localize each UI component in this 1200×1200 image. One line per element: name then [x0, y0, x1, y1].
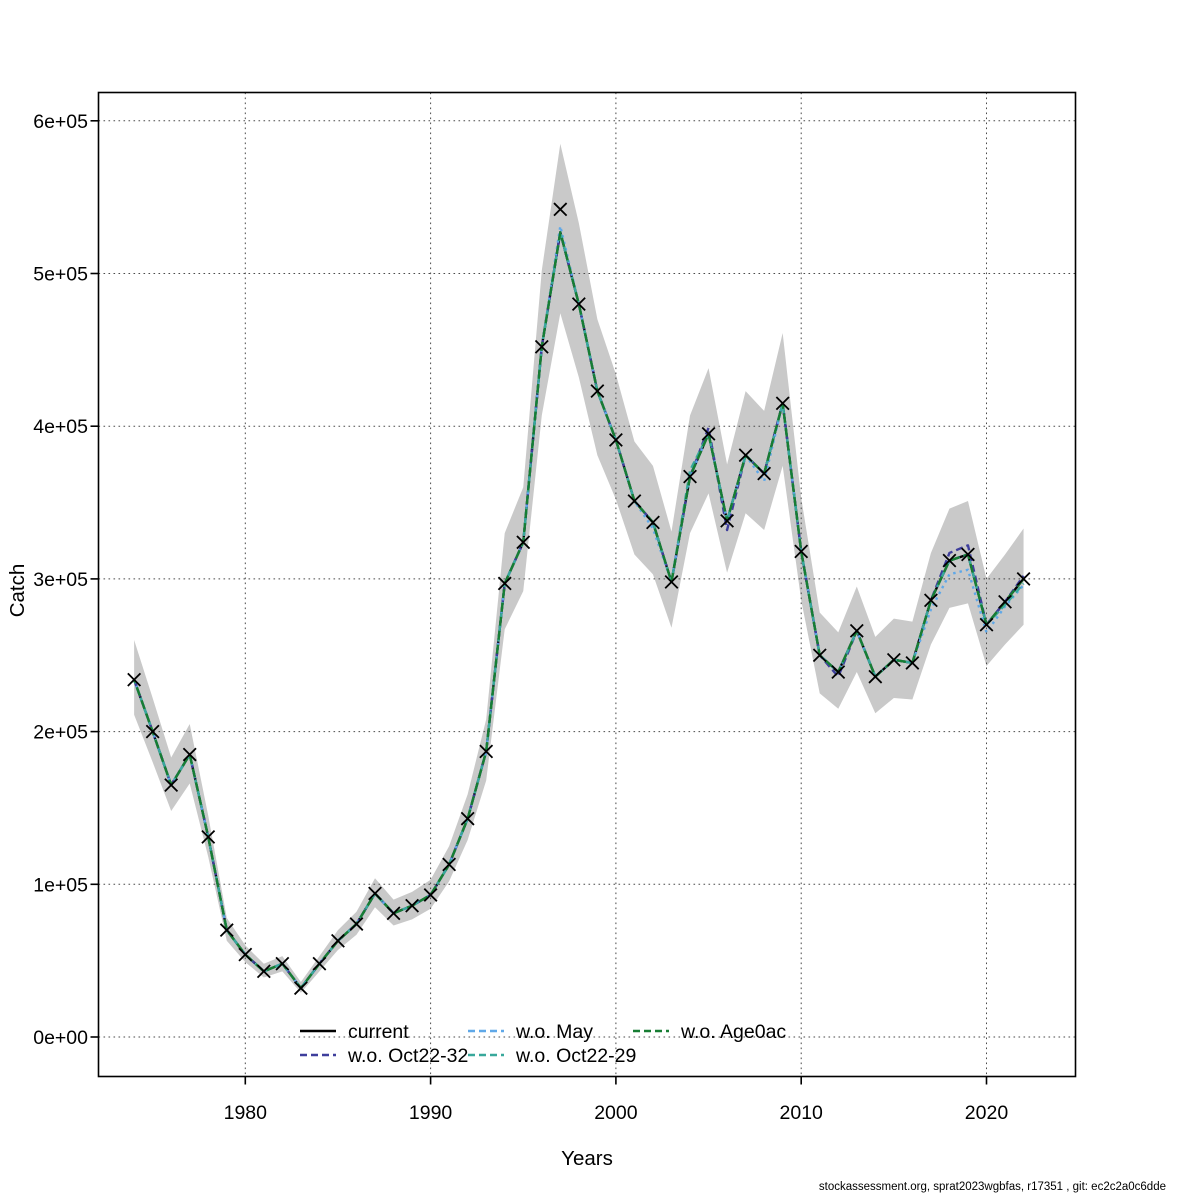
- observed-catch-marker: [608, 433, 623, 447]
- observed-catch-marker: [627, 494, 642, 508]
- x-tick-label: 2000: [594, 1102, 638, 1124]
- observed-catch-marker: [942, 553, 957, 568]
- observed-catch-marker: [868, 669, 883, 684]
- legend-label-current: current: [348, 1021, 409, 1043]
- y-tick-label: 2e+05: [33, 722, 88, 744]
- observed-catch-marker: [145, 724, 160, 739]
- observed-catch-marker: [571, 297, 586, 311]
- observed-catch-marker: [423, 888, 438, 902]
- legend-label-w-o-age0ac: w.o. Age0ac: [680, 1021, 786, 1043]
- plot-border: [97, 91, 1077, 1078]
- observed-catch-marker: [293, 981, 308, 996]
- observed-catch-marker: [961, 547, 975, 562]
- observed-catch-marker: [275, 956, 290, 971]
- observed-catch-marker: [775, 396, 790, 411]
- observed-catch-marker: [349, 917, 364, 931]
- observed-catch-marker: [757, 466, 772, 481]
- observed-catch-marker: [1016, 571, 1031, 586]
- observed-catch-marker: [516, 535, 531, 550]
- observed-catch-marker: [182, 747, 197, 762]
- observed-catch-marker: [368, 886, 382, 901]
- observed-catch-marker: [646, 515, 660, 530]
- footer-citation: stockassessment.org, sprat2023wgbfas, r1…: [818, 1181, 1166, 1193]
- observed-catch-marker: [664, 575, 679, 589]
- observed-catch-marker: [256, 964, 271, 979]
- y-tick-label: 5e+05: [33, 264, 88, 286]
- y-tick-label: 0e+00: [33, 1027, 88, 1049]
- observed-catch-marker: [201, 830, 216, 844]
- y-axis-title: Catch: [6, 564, 29, 618]
- observed-catch-marker: [849, 623, 864, 638]
- observed-catch-marker: [442, 857, 457, 872]
- observed-catch-marker: [164, 778, 179, 792]
- y-tick-label: 1e+05: [33, 874, 88, 896]
- observed-catch-marker: [923, 593, 938, 608]
- y-tick-label: 3e+05: [33, 569, 88, 591]
- legend-label-w-o-oct22-29: w.o. Oct22-29: [515, 1045, 636, 1067]
- legend-label-w-o-may: w.o. May: [515, 1021, 593, 1043]
- x-tick-label: 1990: [409, 1102, 453, 1124]
- observed-catch-marker: [238, 947, 253, 962]
- observed-catch-marker: [331, 933, 345, 948]
- y-tick-label: 4e+05: [33, 416, 88, 438]
- observed-catch-marker: [312, 956, 327, 971]
- observed-catch-marker: [460, 811, 475, 826]
- observed-catch-marker: [386, 906, 401, 921]
- observed-catch-marker: [219, 923, 234, 938]
- observed-catch-marker: [794, 544, 809, 559]
- observed-catch-marker: [812, 648, 827, 663]
- x-tick-label: 2010: [780, 1102, 824, 1124]
- observed-catch-marker: [590, 384, 605, 399]
- observed-catch-marker: [998, 594, 1012, 609]
- observed-catch-marker: [127, 672, 142, 687]
- x-axis-title: Years: [561, 1147, 613, 1170]
- observed-catch-marker: [720, 513, 735, 528]
- observed-catch-marker: [886, 652, 901, 667]
- observed-catch-marker: [534, 339, 549, 354]
- observed-catch-marker: [701, 426, 716, 441]
- observed-catch-marker: [831, 665, 846, 679]
- observed-catch-marker: [479, 744, 494, 759]
- observed-catch-marker: [683, 469, 697, 484]
- observed-catch-marker: [405, 898, 420, 913]
- observed-catch-marker: [905, 655, 920, 670]
- x-tick-label: 1980: [224, 1102, 268, 1124]
- observed-catch-marker: [738, 448, 753, 463]
- y-tick-label: 6e+05: [33, 111, 88, 133]
- x-tick-label: 2020: [965, 1102, 1009, 1124]
- observed-catch-marker: [979, 617, 994, 632]
- observed-catch-marker: [553, 202, 568, 217]
- legend-label-w-o-oct22-32: w.o. Oct22-32: [347, 1045, 468, 1067]
- observed-catch-marker: [497, 576, 512, 591]
